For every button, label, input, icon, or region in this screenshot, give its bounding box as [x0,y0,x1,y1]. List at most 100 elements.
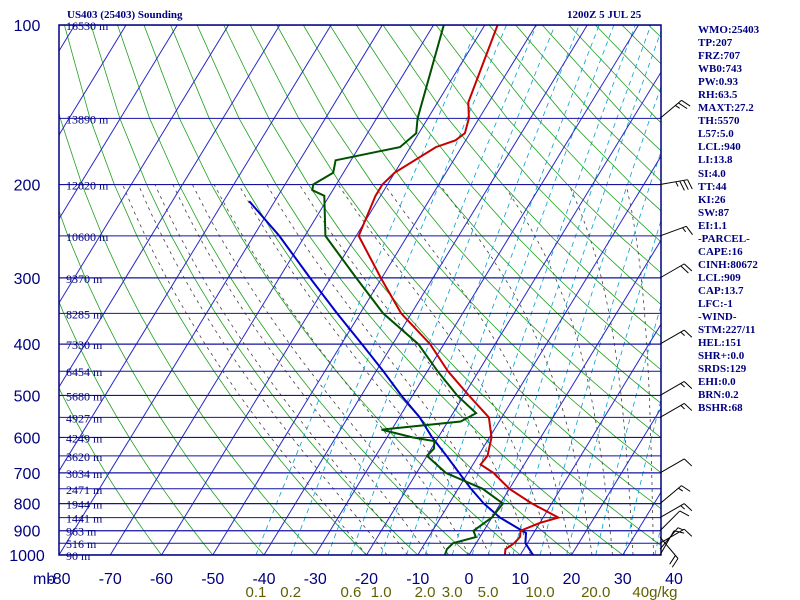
wind-barb-flag [669,555,676,565]
height-labels: 16530 m 13890 m 12020 m 10600 m 9370 m 8285 m… [66,19,109,563]
pressure-tick-label: 700 [14,466,41,483]
index-item: SW:87 [698,206,730,219]
pressure-tick-label: 100 [14,18,41,35]
height-label: 13890 m [66,112,109,126]
height-label: 8285 m [66,307,103,321]
temperature-line [357,25,562,555]
temperature-tick-label: 20 [563,571,581,588]
wind-barb [659,528,693,544]
isotherms [59,25,661,555]
index-item: -PARCEL- [698,232,750,245]
wind-barb [659,485,691,505]
temperature-tick-label: 30 [614,571,632,588]
isotherm-line [571,407,661,555]
wind-barb [659,458,693,474]
index-item: -WIND- [698,311,737,324]
temperature-tick-label: -30 [304,571,327,588]
height-label: 9370 m [66,272,103,286]
wind-barb [659,179,693,191]
index-item: WMO:25403 [698,24,760,36]
wind-barb-flag [681,485,691,492]
index-item: SHR+:0.0 [698,350,745,363]
pressure-tick-label: 1000 [9,548,45,565]
pressure-tick-label: 600 [14,430,41,447]
temperature-tick-label: -70 [99,571,122,588]
parcel-trace [248,200,534,555]
temperature-tick-label: 40 [665,571,683,588]
pressure-tick-label: 400 [14,337,41,354]
wind-barb-flag [683,458,693,467]
wind-barb [659,99,691,119]
mixing-ratio-label: 0.6 [340,584,361,600]
pressure-tick-label: 800 [14,497,41,514]
mixing-ratio-label: 2.0 [415,584,436,600]
wind-barb-staff [659,536,679,559]
moist-adiabat-line [238,184,490,555]
height-label: 16530 m [66,19,109,33]
wind-barb-flag [679,180,685,191]
index-item: BSHR:68 [698,402,743,415]
wind-barb-staff [659,329,685,345]
wind-barb [659,510,690,532]
index-item: MAXT:27.2 [698,102,754,115]
mixing-ratio-label: 0.2 [280,584,301,600]
index-item: KI:26 [698,193,726,206]
temperature-trace [357,25,562,555]
wind-barb-half-flag [680,383,685,388]
wind-barb-flag [678,102,688,110]
index-item: CAPE:16 [698,245,743,258]
wind-barb-flag [683,381,693,389]
index-item: LCL:909 [698,271,741,284]
wind-barb-staff [659,528,685,544]
mixing-ratio-label: 5.0 [478,584,499,600]
index-item: SI:4.0 [698,167,726,180]
pressure-unit-label: mb [33,571,55,588]
index-item: TT:44 [698,180,727,193]
wind-barb-half-flag [680,505,685,510]
index-item: HEL:151 [698,337,742,350]
moist-adiabat-line [192,184,449,555]
wind-barb-flag [687,179,693,190]
sounding-time: 1200Z 5 JUL 25 [567,9,642,21]
pressure-tick-label: 900 [14,524,41,541]
wind-barb-half-flag [677,527,683,531]
isotherm-line [519,323,661,555]
index-item: CAP:13.7 [698,284,744,297]
temperature-tick-label: 10 [511,571,529,588]
wind-barb-flag [680,265,689,274]
wind-barb [659,381,693,396]
wind-barb-staff [659,263,685,279]
index-item: FRZ:707 [698,50,741,63]
wind-barb-flag [685,226,693,236]
index-item: BRN:0.2 [698,389,739,402]
wind-barb-half-flag [680,405,685,410]
index-item: SRDS:129 [698,363,747,376]
index-item: TP:207 [698,37,733,50]
wind-barb-flag [671,558,679,568]
height-label: 963 m [66,525,97,539]
pressure-labels: 100 200 300 400 500 600 700 800 900 1000 [9,18,45,565]
isotherm-line [263,25,588,555]
moist-adiabat-line [137,184,388,555]
wind-barb-half-flag [680,331,685,337]
index-item: PW:0.93 [698,76,739,89]
isotherm-line [59,25,281,388]
temperature-tick-label: -80 [47,571,70,588]
isotherm-line [161,25,486,555]
index-item: EHI:0.0 [698,376,736,389]
height-label: 6454 m [66,365,103,379]
index-item: TH:5570 [698,115,740,128]
temperature-tick-label: 0 [465,571,474,588]
mixing-ratio-label: 0.1 [245,584,266,600]
wind-barb-staff [659,381,685,396]
index-item: CINH:80672 [698,258,758,271]
index-item: L57:5.0 [698,128,734,141]
isotherm-line [59,25,229,304]
pressure-tick-label: 200 [14,178,41,195]
wind-barbs [659,99,693,568]
temperature-tick-label: -40 [252,571,275,588]
isotherm-line [212,25,537,555]
mixing-ratio-label: 20.0 [581,584,610,600]
index-item: LI:13.8 [698,154,733,167]
